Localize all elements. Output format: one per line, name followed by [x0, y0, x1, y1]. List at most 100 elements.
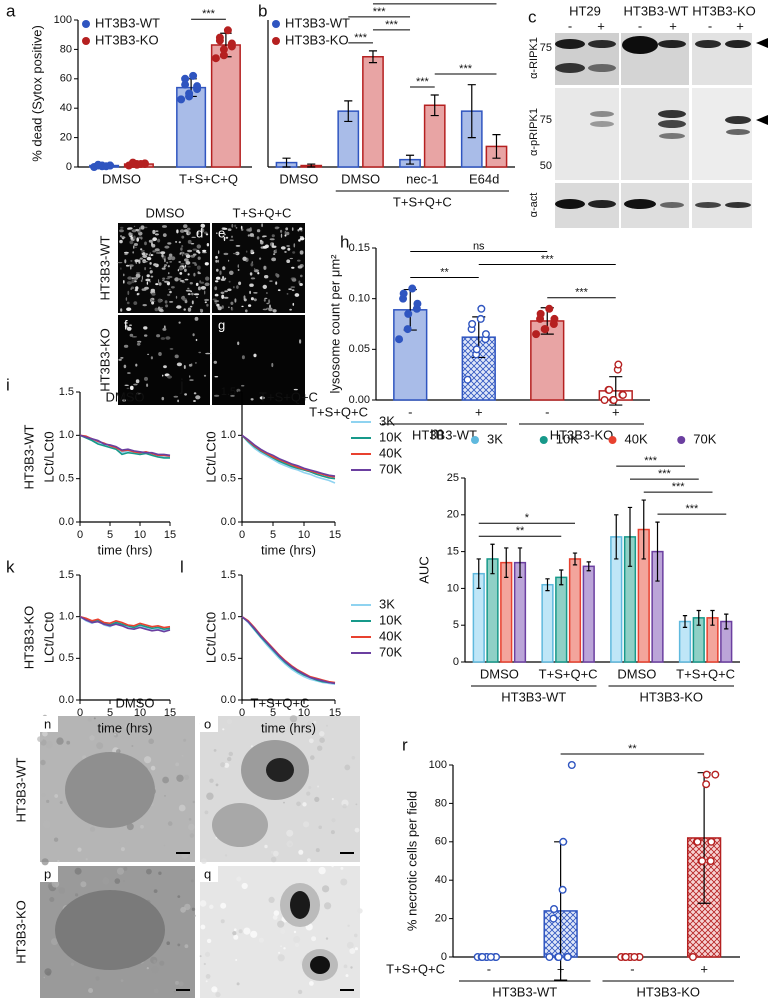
y-tick-label: 1.0	[221, 611, 236, 623]
error-bar	[572, 552, 578, 566]
speckle	[178, 266, 184, 271]
speckle	[271, 245, 277, 248]
texture-dot	[158, 871, 162, 875]
texture-dot	[57, 859, 60, 863]
blot-band	[695, 40, 721, 48]
speckle	[146, 256, 152, 261]
speckle	[136, 293, 139, 296]
texture-dot	[213, 895, 217, 898]
data-point	[478, 953, 487, 962]
y-tick-label: 0	[441, 951, 447, 963]
texture-dot	[351, 756, 356, 760]
speckle	[144, 241, 147, 246]
texture-dot	[114, 878, 121, 884]
texture-dot	[116, 867, 125, 875]
speckle	[124, 259, 127, 264]
speckle	[288, 288, 292, 290]
speckle	[140, 225, 145, 230]
speckle	[194, 362, 197, 364]
significance-label: ***	[202, 8, 216, 20]
error-bar	[467, 84, 476, 139]
speckle	[140, 279, 143, 283]
texture-dot	[226, 718, 233, 725]
data-point	[545, 304, 554, 313]
line-series	[241, 434, 336, 477]
speckle	[196, 249, 200, 253]
texture-dot	[66, 740, 71, 745]
row-label: T+S+Q+C	[309, 404, 368, 419]
speckle	[166, 277, 170, 280]
speckle	[182, 295, 185, 298]
texture-dot	[283, 947, 286, 950]
y-tick-label: 20	[60, 132, 72, 144]
speckle	[187, 273, 190, 276]
panel-letter: h	[340, 232, 349, 251]
speckle	[183, 365, 186, 369]
mw-marker: 75	[540, 42, 552, 54]
speckle	[230, 301, 234, 305]
speckle	[177, 269, 180, 272]
speckle	[189, 305, 193, 308]
speckle	[248, 304, 252, 307]
y-tick-label: 80	[60, 43, 72, 55]
speckle	[149, 281, 151, 283]
speckle	[144, 286, 149, 290]
y-tick-label: 20	[447, 509, 459, 521]
line-series	[79, 615, 171, 631]
legend-marker	[608, 436, 617, 444]
texture-dot	[70, 962, 75, 966]
texture-dot	[87, 717, 92, 722]
texture-dot	[193, 914, 196, 917]
texture-dot	[54, 794, 59, 798]
error-bar	[682, 615, 688, 629]
panel-letter: q	[204, 866, 211, 881]
nucleus	[290, 891, 310, 919]
error-bar	[724, 613, 729, 630]
texture-dot	[340, 866, 344, 870]
speckle	[162, 327, 167, 331]
speckle	[223, 296, 229, 299]
speckle	[151, 242, 153, 247]
speckle	[179, 280, 185, 282]
blot-band	[588, 200, 616, 208]
speckle	[213, 360, 217, 364]
texture-dot	[205, 980, 208, 983]
speckle	[131, 336, 137, 338]
speckle	[154, 233, 159, 236]
bar	[582, 565, 595, 663]
texture-dot	[280, 929, 286, 934]
speckle	[184, 264, 187, 268]
data-point	[558, 885, 567, 894]
data-point	[698, 857, 707, 866]
texture-dot	[114, 733, 116, 736]
speckle	[187, 266, 191, 268]
texture-dot	[190, 879, 194, 883]
speckle	[151, 292, 156, 296]
row-label: T+S+Q+C	[386, 961, 445, 976]
speckle	[129, 333, 134, 337]
speckle	[162, 277, 166, 280]
label-box	[40, 866, 58, 882]
speckle	[195, 338, 198, 342]
speckle	[164, 264, 167, 267]
speckle	[160, 337, 166, 340]
speckle	[157, 306, 161, 311]
speckle	[131, 279, 135, 284]
texture-dot	[317, 785, 320, 788]
data-point	[136, 160, 145, 169]
texture-dot	[153, 889, 158, 893]
texture-dot	[250, 930, 258, 938]
speckle	[261, 236, 266, 238]
texture-dot	[167, 821, 173, 826]
speckle	[168, 288, 171, 291]
speckle	[205, 352, 211, 355]
speckle	[176, 229, 179, 234]
speckle	[162, 279, 165, 282]
speckle	[173, 395, 179, 398]
blot-band	[555, 63, 585, 73]
speckle	[221, 294, 225, 299]
data-point	[468, 320, 477, 329]
bar	[486, 558, 499, 663]
texture-dot	[59, 801, 63, 804]
speckle	[291, 227, 294, 231]
